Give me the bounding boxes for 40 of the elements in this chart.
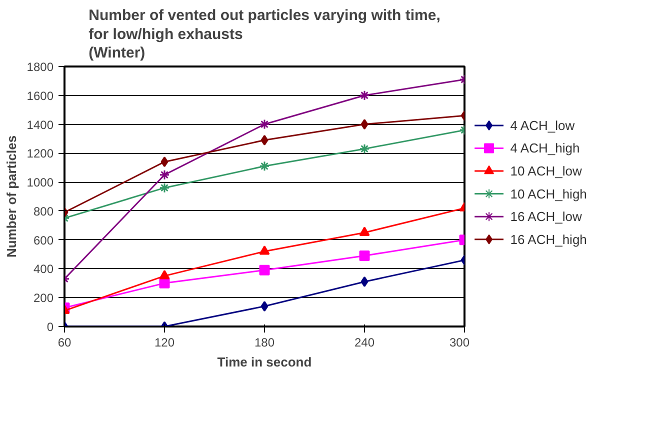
x-tick-label: 120 [154,336,175,350]
y-tick-label: 800 [33,204,54,218]
legend-label: 4 ACH_high [510,140,580,156]
legend-label: 16 ACH_high [510,232,587,247]
point [260,301,268,312]
point [359,250,370,261]
point [159,170,170,180]
point [259,245,270,255]
y-tick-label: 0 [46,320,54,334]
y-tick-label: 1600 [26,88,54,103]
point [259,264,270,276]
legend-label: 10 ACH_high [510,186,587,202]
x-tick-label: 240 [354,336,375,350]
y-tick-label: 1200 [26,146,54,161]
point [159,182,170,194]
point [259,119,270,130]
x-axis-title: Time in second [217,354,312,370]
chart-title: Number of vented out particles varying with time, for low/high exhausts (Winter) [88,7,440,62]
legend-label: 16 ACH_low [510,209,582,224]
point [260,134,268,146]
legend-label: 10 ACH_low [510,164,582,179]
point [259,160,270,172]
y-tick-label: 1400 [26,118,54,132]
point [360,119,368,130]
point [359,226,370,236]
legend-label: 4 ACH_low [510,118,576,133]
y-tick-label: 200 [33,291,54,306]
y-tick-label: 400 [33,262,54,276]
y-tick-label: 1000 [26,176,54,190]
point [159,270,170,280]
point [359,90,370,101]
x-tick-label: 300 [449,336,470,350]
point [359,144,370,154]
x-tick-label: 180 [254,336,275,350]
y-tick-label: 600 [33,233,54,248]
x-tick-label: 60 [58,336,72,350]
point [360,276,368,287]
point [160,156,168,168]
y-axis-title: Number of particles [4,135,19,258]
y-tick-label: 1800 [26,60,54,74]
